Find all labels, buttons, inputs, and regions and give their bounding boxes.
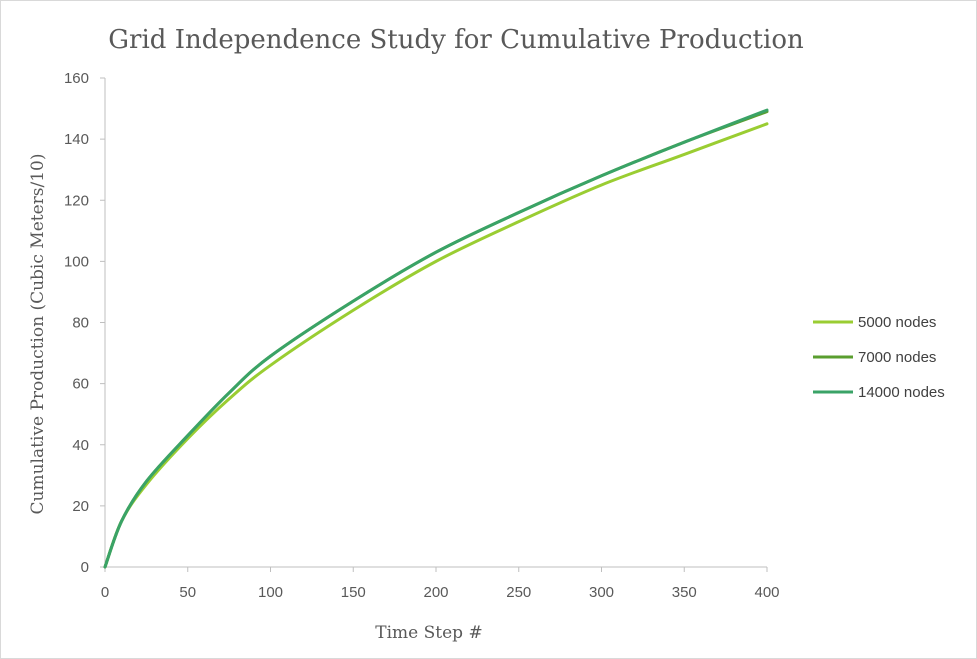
y-tick-label: 80 (72, 315, 89, 332)
y-tick-label: 20 (72, 498, 89, 515)
x-axis-title: Time Step # (375, 623, 482, 643)
x-tick-label: 50 (179, 584, 196, 601)
legend: 5000 nodes 7000 nodes 14000 nodes (813, 314, 945, 401)
y-tick-label: 40 (72, 437, 89, 454)
x-tick-label: 200 (423, 584, 448, 601)
x-tick-label: 300 (589, 584, 614, 601)
x-tick-label: 0 (101, 584, 109, 601)
y-tick-label: 0 (81, 559, 89, 576)
x-tick-label: 150 (341, 584, 366, 601)
legend-label-14000-nodes: 14000 nodes (858, 384, 945, 401)
x-tick-label: 250 (506, 584, 531, 601)
series-layer (103, 108, 769, 569)
y-tick-label: 100 (64, 253, 89, 270)
y-tick-label: 160 (64, 70, 89, 87)
y-tick-label: 140 (64, 131, 89, 148)
y-tick-label: 120 (64, 192, 89, 209)
series-line-14000-nodes (103, 108, 769, 569)
legend-label-5000-nodes: 5000 nodes (858, 314, 936, 331)
legend-label-7000-nodes: 7000 nodes (858, 349, 936, 366)
y-tick-label: 60 (72, 376, 89, 393)
x-tick-label: 350 (672, 584, 697, 601)
series-line-5000-nodes (103, 122, 769, 569)
series-line-7000-nodes (103, 110, 769, 569)
x-tick-label: 100 (258, 584, 283, 601)
y-axis-title: Cumulative Production (Cubic Meters/10) (28, 154, 48, 515)
x-tick-label: 400 (754, 584, 779, 601)
chart-title: Grid Independence Study for Cumulative P… (108, 25, 804, 55)
axes: 0 20 40 60 80 100 120 140 160 0 50 100 150 200 250 300 3… (64, 70, 780, 601)
